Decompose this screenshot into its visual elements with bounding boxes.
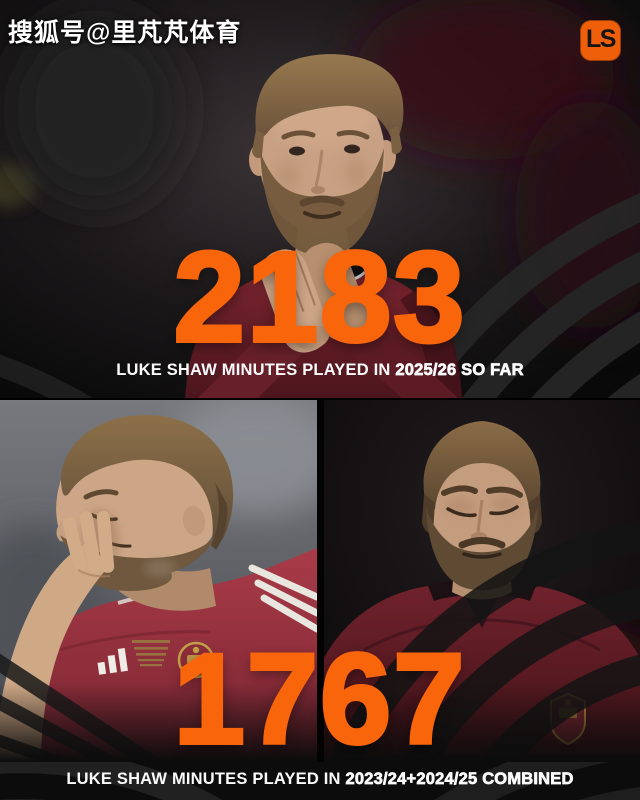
top-stat-value: 2183 xyxy=(172,226,467,369)
livescore-logo-text: LS xyxy=(586,25,616,53)
bottom-stat-value: 1767 xyxy=(172,628,467,771)
bottom-photo-panel: 1767 LUKE SHAW MINUTES PLAYED IN 2023/24… xyxy=(0,398,640,800)
photo-divider xyxy=(317,400,324,762)
player-figure xyxy=(185,54,462,398)
clapping-hands xyxy=(260,242,369,353)
photo-luke-shaw-hand-on-face xyxy=(0,400,317,762)
club-crest xyxy=(177,641,215,679)
photo-luke-shaw-clapping xyxy=(0,0,640,398)
top-caption-prefix: LUKE SHAW MINUTES PLAYED IN xyxy=(116,361,391,379)
adidas-logo xyxy=(97,647,128,675)
livescore-logo-icon: LS xyxy=(580,20,621,61)
shirt-print xyxy=(132,640,170,667)
bottom-caption-emphasis: 2023/24+2024/25 COMBINED xyxy=(345,770,574,789)
bottom-stat-caption: LUKE SHAW MINUTES PLAYED IN 2023/24+2024… xyxy=(0,770,640,789)
bottom-caption-prefix: LUKE SHAW MINUTES PLAYED IN xyxy=(66,770,341,788)
top-photo-panel: 2183 LUKE SHAW MINUTES PLAYED IN 2025/26… xyxy=(0,0,640,398)
top-stat-caption: LUKE SHAW MINUTES PLAYED IN 2025/26 SO F… xyxy=(0,361,640,380)
player-head xyxy=(422,421,542,591)
watermark-text: 搜狐号@里芃芃体育 xyxy=(8,19,242,47)
top-caption-emphasis: 2025/26 SO FAR xyxy=(395,361,524,380)
photo-luke-shaw-head-down xyxy=(324,400,640,762)
